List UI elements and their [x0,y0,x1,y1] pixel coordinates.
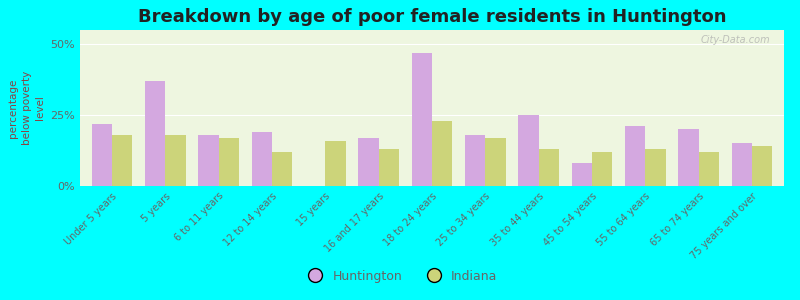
Bar [625,126,646,186]
Bar [732,143,752,186]
Bar [412,53,432,186]
Bar [572,163,592,186]
Bar [752,146,772,186]
Bar [358,138,378,186]
Bar [92,124,112,186]
Bar [646,149,666,186]
Bar [252,132,272,186]
Text: City-Data.com: City-Data.com [700,35,770,45]
Bar [486,138,506,186]
Bar [198,135,218,186]
Y-axis label: percentage
below poverty
level: percentage below poverty level [9,71,45,145]
Bar [518,115,538,186]
Bar [272,152,292,186]
Bar [218,138,239,186]
Bar [145,81,166,186]
Bar [326,141,346,186]
Bar [538,149,559,186]
Bar [592,152,612,186]
Bar [432,121,452,186]
Bar [698,152,719,186]
Bar [678,129,698,186]
Bar [166,135,186,186]
Legend: Huntington, Indiana: Huntington, Indiana [298,265,502,288]
Bar [378,149,399,186]
Title: Breakdown by age of poor female residents in Huntington: Breakdown by age of poor female resident… [138,8,726,26]
Bar [112,135,132,186]
Bar [465,135,486,186]
